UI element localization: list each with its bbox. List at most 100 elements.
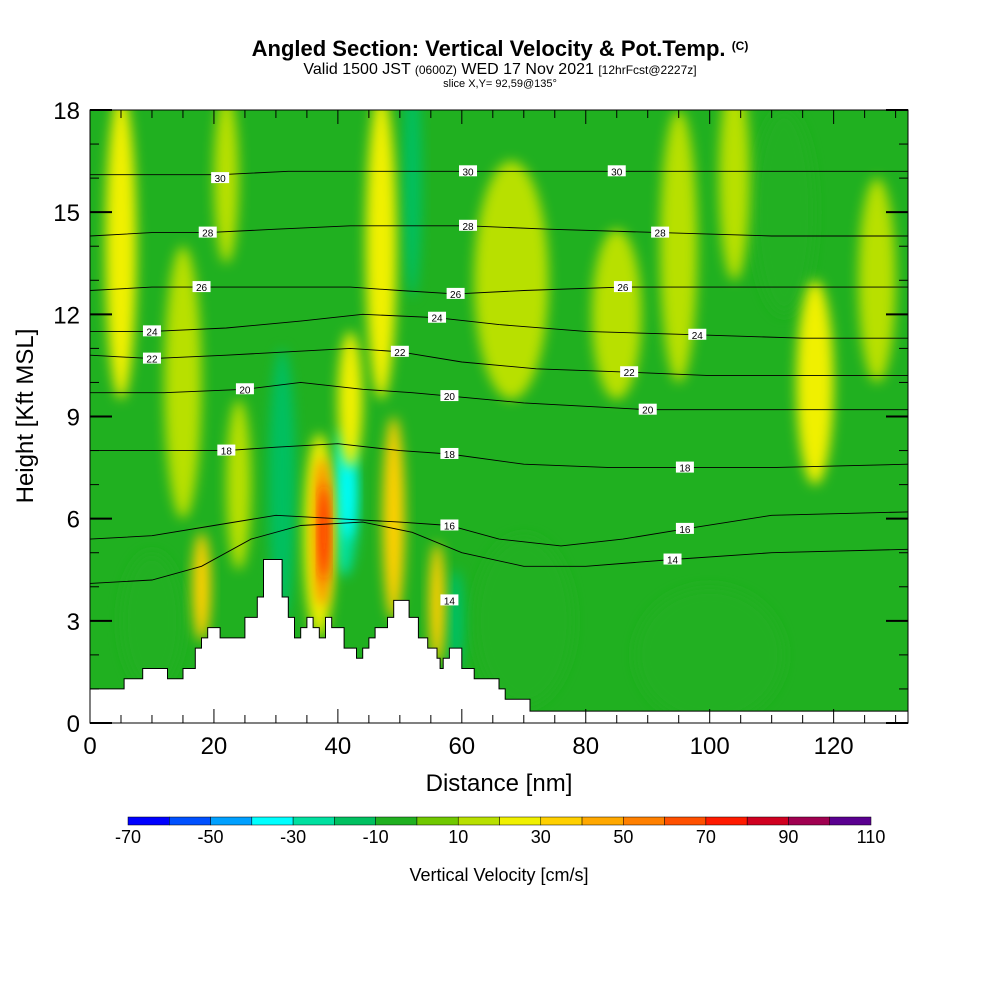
- isentrope-label-bg: [390, 345, 409, 357]
- isentrope-label-bg: [675, 522, 694, 534]
- isentrope-label-bg: [440, 447, 459, 459]
- isentrope-label-bg: [675, 461, 694, 473]
- isentrope-label: 18: [679, 464, 691, 475]
- updraft-cell: [192, 532, 211, 642]
- copyright-mark: (C): [731, 39, 749, 53]
- isentrope-26: [90, 286, 908, 295]
- isentrope-label-bg: [235, 383, 254, 395]
- isentrope-label-bg: [446, 287, 465, 299]
- isentrope-20: [90, 381, 908, 411]
- colorbar-swatch: [457, 816, 500, 826]
- isentrope-label: 26: [617, 283, 629, 294]
- updraft-cell: [474, 161, 549, 400]
- x-tick-label: 40: [325, 733, 352, 760]
- isentrope-label-bg: [613, 281, 632, 293]
- isentrope-label-bg: [440, 519, 459, 531]
- colorbar-swatch: [664, 816, 707, 826]
- y-axis-label: Height [Kft MSL]: [12, 329, 39, 504]
- colorbar: -70 -50 -30 -10 10 30 50 70 90 110: [115, 816, 886, 847]
- isentrope-label: 30: [462, 167, 474, 178]
- colorbar-tick-label: 10: [448, 827, 468, 847]
- downdraft-cell: [268, 348, 296, 621]
- colorbar-tick-label: 50: [613, 827, 633, 847]
- isentrope-label: 16: [444, 521, 456, 532]
- isentrope-label-bg: [620, 366, 639, 378]
- colorbar-swatch: [705, 816, 748, 826]
- isentrope-label-bg: [459, 165, 478, 177]
- isentrope-label-bg: [217, 444, 236, 456]
- colorbar-tick-label: -10: [363, 827, 389, 847]
- x-tick-label: 0: [83, 733, 96, 760]
- colorbar-label: Vertical Velocity [cm/s]: [409, 865, 588, 885]
- velocity-cells: [105, 110, 896, 723]
- updraft-cell: [337, 331, 363, 468]
- isentrope-label: 16: [679, 525, 691, 536]
- isentrope-label: 26: [450, 290, 462, 301]
- slice-info: slice X,Y= 92,59@135°: [443, 78, 557, 90]
- isentrope-label: 30: [215, 174, 227, 185]
- updraft-cell: [226, 399, 252, 570]
- colorbar-swatch: [375, 816, 418, 826]
- x-tick-label: 100: [690, 733, 730, 760]
- y-tick-label: 15: [53, 200, 80, 227]
- colorbar-swatch: [581, 816, 624, 826]
- isentrope-label: 24: [431, 314, 443, 325]
- isentrope-label: 24: [692, 331, 704, 342]
- x-tick-label: 20: [201, 733, 228, 760]
- y-tick-label: 0: [67, 711, 80, 738]
- isentropes: 14 14 16 16 18 18 18 20 20 20 22 22 22 24 24 24 26 26 26 28…: [90, 165, 908, 607]
- isentrope-label-bg: [638, 403, 657, 415]
- isentrope-28: [90, 225, 908, 237]
- isentrope-label: 22: [146, 355, 158, 366]
- x-tick-label: 120: [814, 733, 854, 760]
- isentrope-18: [90, 443, 908, 469]
- y-tick-label: 18: [53, 98, 80, 125]
- y-tick-label: 6: [67, 507, 80, 534]
- isentrope-label-bg: [198, 226, 217, 238]
- valid-zulu: (0600Z): [414, 63, 457, 77]
- colorbar-tick-label: -50: [198, 827, 224, 847]
- colorbar-tick-label: 90: [778, 827, 798, 847]
- updraft-cell: [858, 178, 896, 383]
- x-tick-label: 80: [572, 733, 599, 760]
- downdraft-cell: [635, 586, 785, 723]
- isentrope-label-bg: [192, 281, 211, 293]
- downdraft-cell: [753, 110, 816, 315]
- isentrope-label: 26: [196, 283, 208, 294]
- colorbar-swatch: [292, 816, 335, 826]
- chart-subtitle: Valid 1500 JST (0600Z) WED 17 Nov 2021 […: [0, 61, 1000, 79]
- colorbar-swatch: [499, 816, 542, 826]
- updraft-cell: [365, 110, 397, 400]
- isentrope-label: 20: [444, 392, 456, 403]
- isentrope-label: 14: [444, 596, 456, 607]
- isentrope-label: 30: [611, 167, 623, 178]
- updraft-cell: [718, 110, 750, 281]
- colorbar-tick-label: 70: [696, 827, 716, 847]
- isentrope-label: 22: [394, 348, 406, 359]
- isentrope-label: 20: [239, 385, 251, 396]
- isentrope-label: 28: [202, 229, 214, 240]
- colorbar-swatch: [829, 816, 872, 826]
- colorbar-swatch: [788, 816, 830, 826]
- valid-date: WED 17 Nov 2021: [461, 61, 594, 78]
- isentrope-label-bg: [651, 226, 670, 238]
- isentrope-label-bg: [663, 553, 682, 565]
- isentrope-label-bg: [688, 328, 707, 340]
- isentrope-30: [90, 170, 908, 176]
- colorbar-swatch: [416, 816, 459, 826]
- isentrope-label-bg: [142, 352, 161, 364]
- isentrope-label-bg: [142, 325, 161, 337]
- colorbar-tick-label: 110: [857, 827, 886, 847]
- colorbar-swatch: [127, 816, 170, 826]
- downdraft-cell: [120, 552, 183, 689]
- downdraft-cell: [402, 110, 422, 298]
- colorbar-tick-label: -30: [280, 827, 306, 847]
- isentrope-label: 28: [462, 222, 474, 233]
- colorbar-tick-label: -70: [115, 827, 141, 847]
- y-tick-label: 3: [67, 609, 80, 636]
- colorbar-swatch: [251, 816, 294, 826]
- colorbar-swatch: [169, 816, 211, 826]
- isentrope-label: 24: [146, 327, 158, 338]
- isentrope-label-bg: [428, 311, 447, 323]
- updraft-cell: [796, 280, 834, 485]
